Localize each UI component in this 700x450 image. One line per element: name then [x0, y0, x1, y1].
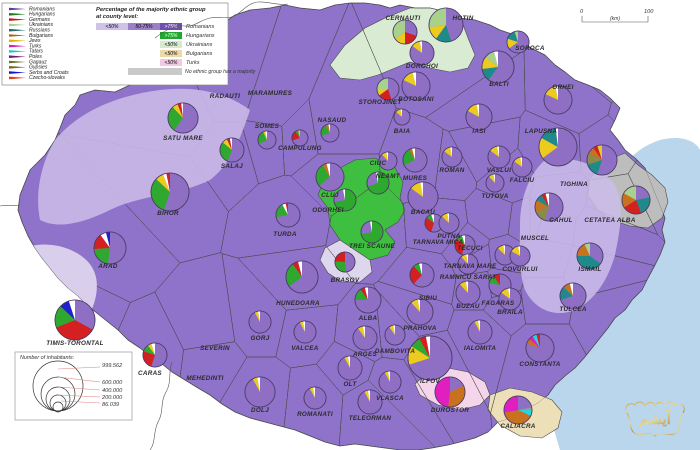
- svg-text:SOMES: SOMES: [255, 123, 280, 130]
- svg-text:>75%: >75%: [165, 33, 178, 39]
- svg-text:<50%: <50%: [106, 24, 119, 30]
- svg-text:CAHUL: CAHUL: [549, 217, 573, 224]
- svg-text:SEVERIN: SEVERIN: [200, 345, 230, 352]
- svg-text:TUTOVA: TUTOVA: [481, 193, 508, 200]
- svg-text:BALTI: BALTI: [489, 81, 509, 88]
- svg-text:>75%: >75%: [165, 24, 178, 30]
- svg-text:Ukrainians: Ukrainians: [186, 42, 213, 48]
- svg-text:SIBIU: SIBIU: [419, 295, 437, 302]
- svg-text:HUNEDOARA: HUNEDOARA: [276, 300, 320, 307]
- svg-text:آیشم: آیشم: [639, 409, 673, 428]
- svg-text:TIMIS-TORONTAL: TIMIS-TORONTAL: [46, 340, 103, 347]
- svg-text:LAPUSNA: LAPUSNA: [525, 128, 558, 135]
- svg-text:100: 100: [644, 9, 654, 15]
- svg-text:BIHOR: BIHOR: [157, 210, 179, 217]
- svg-text:CIUC: CIUC: [370, 160, 387, 167]
- svg-text:STOROJINET: STOROJINET: [358, 99, 402, 106]
- svg-text:PUTNA: PUTNA: [437, 233, 460, 240]
- svg-text:Bulgarians: Bulgarians: [186, 51, 213, 57]
- svg-text:86.039: 86.039: [102, 402, 119, 408]
- svg-text:BOTOSANI: BOTOSANI: [398, 96, 434, 103]
- svg-text:NASAUD: NASAUD: [318, 117, 347, 124]
- svg-text:FAGARAS: FAGARAS: [482, 300, 515, 307]
- svg-text:TIGHINA: TIGHINA: [560, 181, 588, 188]
- svg-text:SALAJ: SALAJ: [221, 163, 243, 170]
- svg-text:RAMNICU SARAT: RAMNICU SARAT: [440, 274, 497, 281]
- svg-text:<50%: <50%: [165, 60, 178, 66]
- svg-text:BRAILA: BRAILA: [497, 309, 523, 316]
- svg-text:MARAMURES: MARAMURES: [248, 90, 293, 97]
- svg-text:400.000: 400.000: [102, 388, 123, 394]
- svg-text:SOROCA: SOROCA: [515, 45, 545, 52]
- svg-text:ISMAIL: ISMAIL: [578, 266, 601, 273]
- svg-text:NEAMT: NEAMT: [376, 173, 401, 180]
- svg-text:MEHEDINTI: MEHEDINTI: [186, 375, 223, 382]
- svg-text:DAMBOVITA: DAMBOVITA: [375, 348, 416, 355]
- svg-text:BRASOV: BRASOV: [331, 277, 360, 284]
- svg-text:ARGES: ARGES: [352, 351, 377, 358]
- svg-text:Hungarians: Hungarians: [186, 33, 215, 39]
- svg-text:VALCEA: VALCEA: [291, 345, 318, 352]
- svg-text:at county level:: at county level:: [96, 14, 138, 20]
- svg-text:RADAUTI: RADAUTI: [210, 93, 240, 100]
- svg-text:CLUJ: CLUJ: [321, 192, 339, 199]
- svg-text:Percentage of the majority eth: Percentage of the majority ethnic group: [96, 7, 206, 13]
- svg-text:(km): (km): [610, 16, 620, 22]
- svg-text:PRAHOVA: PRAHOVA: [403, 325, 436, 332]
- svg-text:TARNAVA MICA: TARNAVA MICA: [413, 239, 464, 246]
- svg-text:TURDA: TURDA: [273, 231, 297, 238]
- svg-text:999.562: 999.562: [102, 363, 123, 369]
- svg-text:ODORHEI: ODORHEI: [312, 207, 344, 214]
- svg-text:TARNAVA MARE: TARNAVA MARE: [443, 263, 497, 270]
- svg-text:SATU MARE: SATU MARE: [163, 135, 203, 142]
- svg-text:MURES: MURES: [403, 175, 428, 182]
- svg-text:BAIA: BAIA: [394, 128, 411, 135]
- svg-text:600.000: 600.000: [102, 380, 123, 386]
- svg-text:IASI: IASI: [472, 128, 485, 135]
- svg-text:<50%: <50%: [165, 51, 178, 57]
- svg-text:HOTIN: HOTIN: [452, 15, 473, 22]
- svg-text:CONSTANTA: CONSTANTA: [519, 361, 560, 368]
- svg-text:CERNAUTI: CERNAUTI: [386, 15, 421, 22]
- svg-text:Number of inhabitants:: Number of inhabitants:: [20, 355, 75, 361]
- svg-text:ALBA: ALBA: [358, 315, 378, 322]
- svg-text:ROMANATI: ROMANATI: [297, 411, 333, 418]
- svg-text:GORJ: GORJ: [250, 335, 269, 342]
- svg-text:BACAU: BACAU: [411, 209, 435, 216]
- svg-text:DOROHOI: DOROHOI: [406, 63, 438, 70]
- svg-text:No ethnic group has a majority: No ethnic group has a majority: [185, 69, 256, 75]
- svg-text:DOLJ: DOLJ: [251, 407, 269, 414]
- svg-text:TREI SCAUNE: TREI SCAUNE: [349, 243, 395, 250]
- svg-text:MUSCEL: MUSCEL: [521, 235, 549, 242]
- svg-text:ARAD: ARAD: [97, 263, 118, 270]
- svg-text:Romanians: Romanians: [186, 24, 214, 30]
- svg-text:CARAS: CARAS: [138, 370, 162, 377]
- svg-text:ROMAN: ROMAN: [439, 167, 464, 174]
- svg-text:Czecho-slovaks: Czecho-slovaks: [29, 75, 65, 81]
- svg-text:VASLUI: VASLUI: [487, 167, 511, 174]
- svg-text:CETATEA ALBA: CETATEA ALBA: [584, 217, 635, 224]
- svg-text:OLT: OLT: [343, 381, 357, 388]
- svg-text:200.000: 200.000: [101, 395, 123, 401]
- svg-text:CAMPULUNG: CAMPULUNG: [278, 145, 322, 152]
- svg-text:COVURLUI: COVURLUI: [502, 266, 537, 273]
- svg-text:<50%: <50%: [165, 42, 178, 48]
- svg-text:DUROSTOR: DUROSTOR: [431, 407, 469, 414]
- svg-text:CALIACRA: CALIACRA: [500, 423, 535, 430]
- svg-text:TECUCI: TECUCI: [457, 245, 482, 252]
- svg-text:TULCEA: TULCEA: [559, 306, 586, 313]
- svg-text:IALOMITA: IALOMITA: [464, 345, 497, 352]
- svg-text:BUZAU: BUZAU: [456, 303, 480, 310]
- svg-text:Turks: Turks: [186, 60, 200, 66]
- svg-text:TELEORMAN: TELEORMAN: [349, 415, 392, 422]
- svg-text:50-75%: 50-75%: [135, 24, 153, 30]
- svg-text:ILFOV: ILFOV: [420, 378, 441, 385]
- svg-text:ORHEI: ORHEI: [552, 84, 573, 91]
- svg-text:FALCIU: FALCIU: [510, 177, 535, 184]
- svg-text:VLASCA: VLASCA: [376, 395, 404, 402]
